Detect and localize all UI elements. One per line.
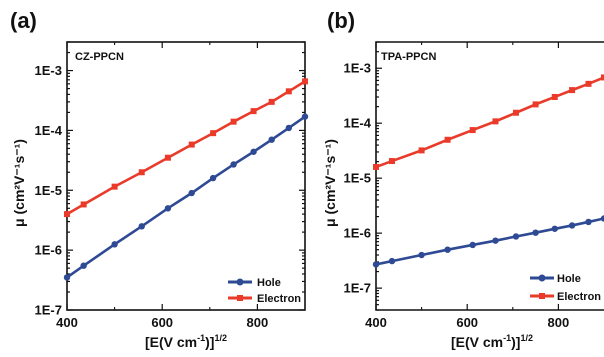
panel-a-x-tick-label: 400 xyxy=(56,315,78,330)
panel-b-y-tick-label: 1E-4 xyxy=(344,116,372,131)
panel-b-electron-point xyxy=(373,163,379,170)
panel-a-y-tick-label: 1E-7 xyxy=(35,303,62,318)
panel-a-hole-point xyxy=(164,205,172,212)
panel-a-x-axis-label: [E(V cm-1)]1/2 xyxy=(145,333,227,350)
panel-a-electron-point xyxy=(111,183,118,190)
panel-b-hole-point xyxy=(585,218,592,226)
panel-a-electron-point xyxy=(64,211,70,218)
panel-a-hole-point xyxy=(285,124,293,132)
panel-a-hole-point xyxy=(250,148,257,155)
panel-b-hole-point xyxy=(372,261,380,268)
panel-a-hole-point xyxy=(80,262,87,269)
panel-b-legend-hole-label: Hole xyxy=(557,273,581,285)
panel-b-legend: Hole Electron xyxy=(530,273,601,303)
panel-a-plot-area: 1E-7 1E-6 1E-5 1E-4 1E-3 400 600 800 xyxy=(35,41,309,330)
panel-b-electron-point xyxy=(551,93,558,100)
panel-b-x-axis-label: [E(V cm-1)]1/2 xyxy=(451,333,533,350)
panel-a-hole-series-line xyxy=(66,115,306,279)
panel-b-electron-point xyxy=(469,127,476,134)
panel-a-frame xyxy=(66,41,306,311)
panel-b-hole-point xyxy=(492,237,499,244)
panel-a-hole-point xyxy=(209,174,217,182)
panel-b-y-tick-label: 1E-7 xyxy=(344,281,371,296)
panel-b-electron-point xyxy=(569,87,576,94)
panel-a-hole-point xyxy=(63,274,71,281)
panel-b-y-tick-label: 1E-3 xyxy=(344,61,371,76)
panel-b-legend-electron-label: Electron xyxy=(557,291,601,303)
panel-b-electron-point xyxy=(492,118,499,125)
panel-a-label: (a) xyxy=(10,8,37,33)
panel-b-hole-point xyxy=(532,229,539,236)
panel-b-electron-point xyxy=(585,80,592,87)
panel-a-plot-title: CZ-PPCN xyxy=(75,51,124,63)
panel-a-legend-hole-label: Hole xyxy=(257,277,281,289)
panel-b-x-tick-label: 600 xyxy=(456,315,478,330)
panel-b-hole-point xyxy=(512,233,520,240)
panel-b-hole-point xyxy=(418,251,425,259)
panel-b-label: (b) xyxy=(327,8,355,33)
panel-a-electron-point xyxy=(188,141,195,148)
panel-a-y-axis-label: μ (cm²V⁻¹s⁻¹) xyxy=(11,139,27,227)
panel-a-electron-point xyxy=(210,130,217,137)
panel-a-electron-point xyxy=(285,88,292,95)
panel-b-legend-electron-marker xyxy=(539,293,545,299)
panel-b-hole-point xyxy=(388,257,396,265)
panel-a-hole-point xyxy=(301,113,309,120)
panel-a-hole-point xyxy=(138,223,145,230)
panel-a-x-tick-label: 800 xyxy=(247,315,269,330)
panel-b-plot-title: TPA-PPCN xyxy=(381,51,436,63)
panel-b-electron-point xyxy=(444,136,451,143)
panel-b-electron-point xyxy=(512,109,519,116)
panel-b-series-group xyxy=(372,74,604,268)
panel-a-hole-point xyxy=(268,136,275,143)
panel-a-electron-point xyxy=(80,201,87,208)
panel-b-hole-point xyxy=(568,222,576,229)
panel-b-hole-point xyxy=(444,246,451,253)
panel-b-y-tick-label: 1E-5 xyxy=(344,171,371,186)
panel-a-electron-point xyxy=(250,108,257,115)
panel-a-electron-point xyxy=(268,98,275,105)
panel-a-electron-point xyxy=(230,118,237,125)
panel-a-y-tick-label: 1E-3 xyxy=(35,63,62,78)
panel-a-hole-point xyxy=(230,161,237,168)
panel-a: (a) 1E-7 1E-6 1E-5 1E-4 1E-3 400 600 800 CZ-PPC… xyxy=(10,8,309,350)
panel-a-hole-point xyxy=(188,189,195,197)
panel-a-electron-point xyxy=(138,169,145,176)
panel-b-electron-point xyxy=(532,101,539,108)
panel-b-electron-point xyxy=(418,147,425,154)
panel-a-series-group xyxy=(63,78,309,281)
panel-a-legend: Hole Electron xyxy=(228,277,301,305)
panel-a-y-tick-label: 1E-5 xyxy=(35,183,62,198)
panel-a-y-tick-label: 1E-4 xyxy=(35,123,63,138)
panel-b-x-tick-label: 800 xyxy=(548,315,570,330)
panel-b: (b) 1E-7 1E-6 1E-5 1E-4 1E-3 400 600 800 TPA-PP… xyxy=(322,8,604,350)
panel-a-legend-hole-marker xyxy=(236,278,244,286)
panel-a-electron-point xyxy=(302,78,308,85)
panel-b-y-tick-label: 1E-6 xyxy=(344,226,371,241)
panel-b-y-axis-label: μ (cm²V⁻¹s⁻¹) xyxy=(322,139,338,227)
panel-b-hole-point xyxy=(551,225,558,232)
panel-a-electron-point xyxy=(164,154,171,161)
panel-b-electron-point xyxy=(388,158,395,165)
panel-b-legend-hole-marker xyxy=(538,274,546,282)
panel-a-hole-point xyxy=(111,241,118,248)
panel-b-electron-point xyxy=(601,74,604,81)
panel-a-y-tick-label: 1E-6 xyxy=(35,243,62,258)
panel-b-x-tick-label: 400 xyxy=(365,315,387,330)
panel-b-hole-point xyxy=(600,215,604,222)
panel-b-plot-area: 1E-7 1E-6 1E-5 1E-4 1E-3 400 600 800 xyxy=(344,41,604,330)
panel-a-legend-electron-label: Electron xyxy=(257,293,301,305)
panel-b-hole-point xyxy=(469,241,476,249)
panel-a-x-tick-label: 600 xyxy=(151,315,173,330)
panel-a-legend-electron-marker xyxy=(237,295,243,301)
panel-b-frame xyxy=(375,41,604,311)
